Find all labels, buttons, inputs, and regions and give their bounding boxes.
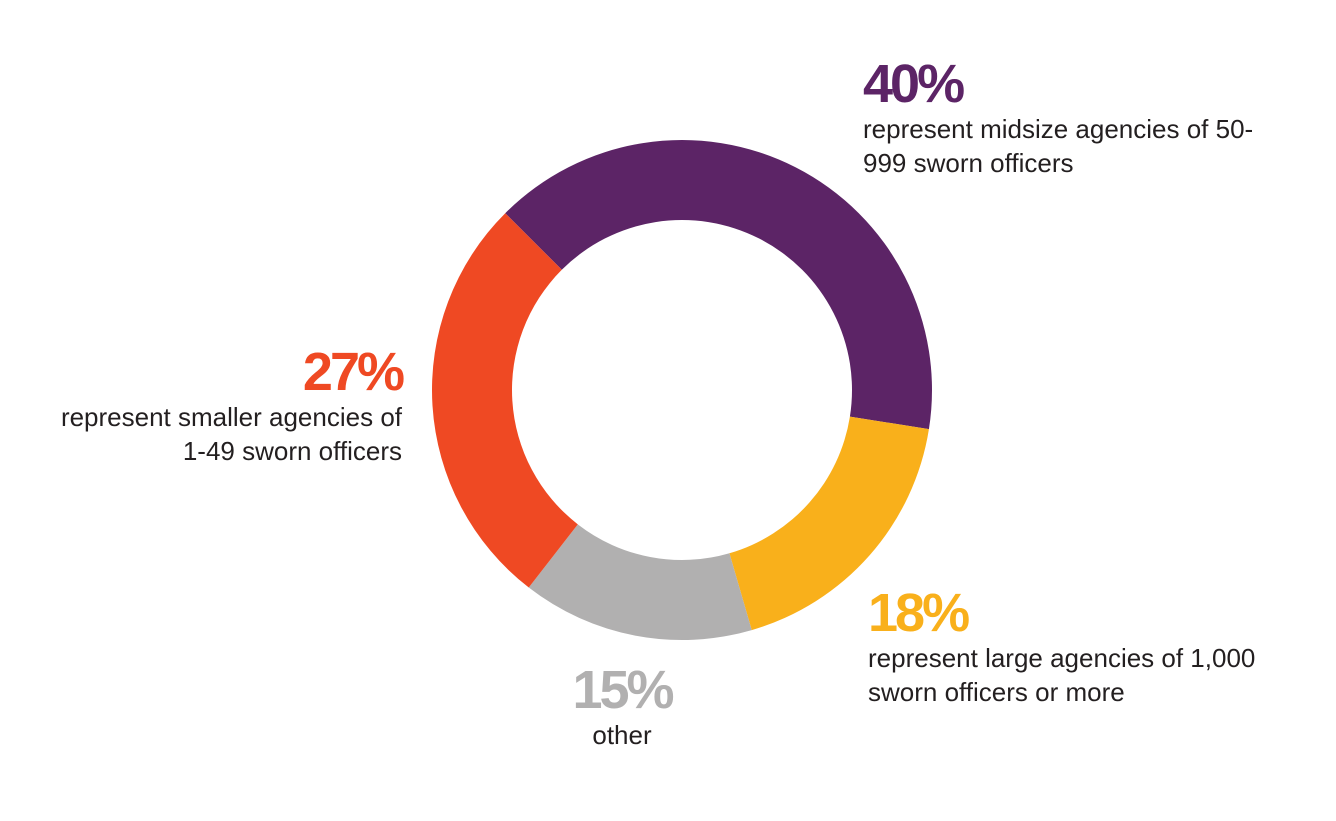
donut-segment: [431, 213, 578, 588]
donut-segment: [528, 524, 752, 641]
segment-label: 15% other: [522, 662, 722, 752]
category-label: other: [592, 720, 652, 750]
segment-label: 40% represent midsize agencies of 50-999 …: [863, 56, 1263, 180]
segment-label: 18% represent large agencies of 1,000 swo…: [868, 585, 1288, 709]
category-label: represent smaller agencies of 1-49 sworn…: [60, 402, 402, 466]
category-label: represent large agencies of 1,000 sworn …: [868, 643, 1256, 707]
donut-segment: [505, 140, 932, 430]
value-label: 15%: [572, 660, 674, 720]
value-label: 40%: [863, 54, 965, 114]
value-label: 18%: [868, 583, 970, 643]
segment-label: 27% represent smaller agencies of 1-49 sw…: [60, 342, 405, 468]
category-label: represent midsize agencies of 50-999 swo…: [863, 114, 1254, 178]
value-label: 27%: [302, 342, 405, 402]
donut-segment: [729, 416, 929, 631]
